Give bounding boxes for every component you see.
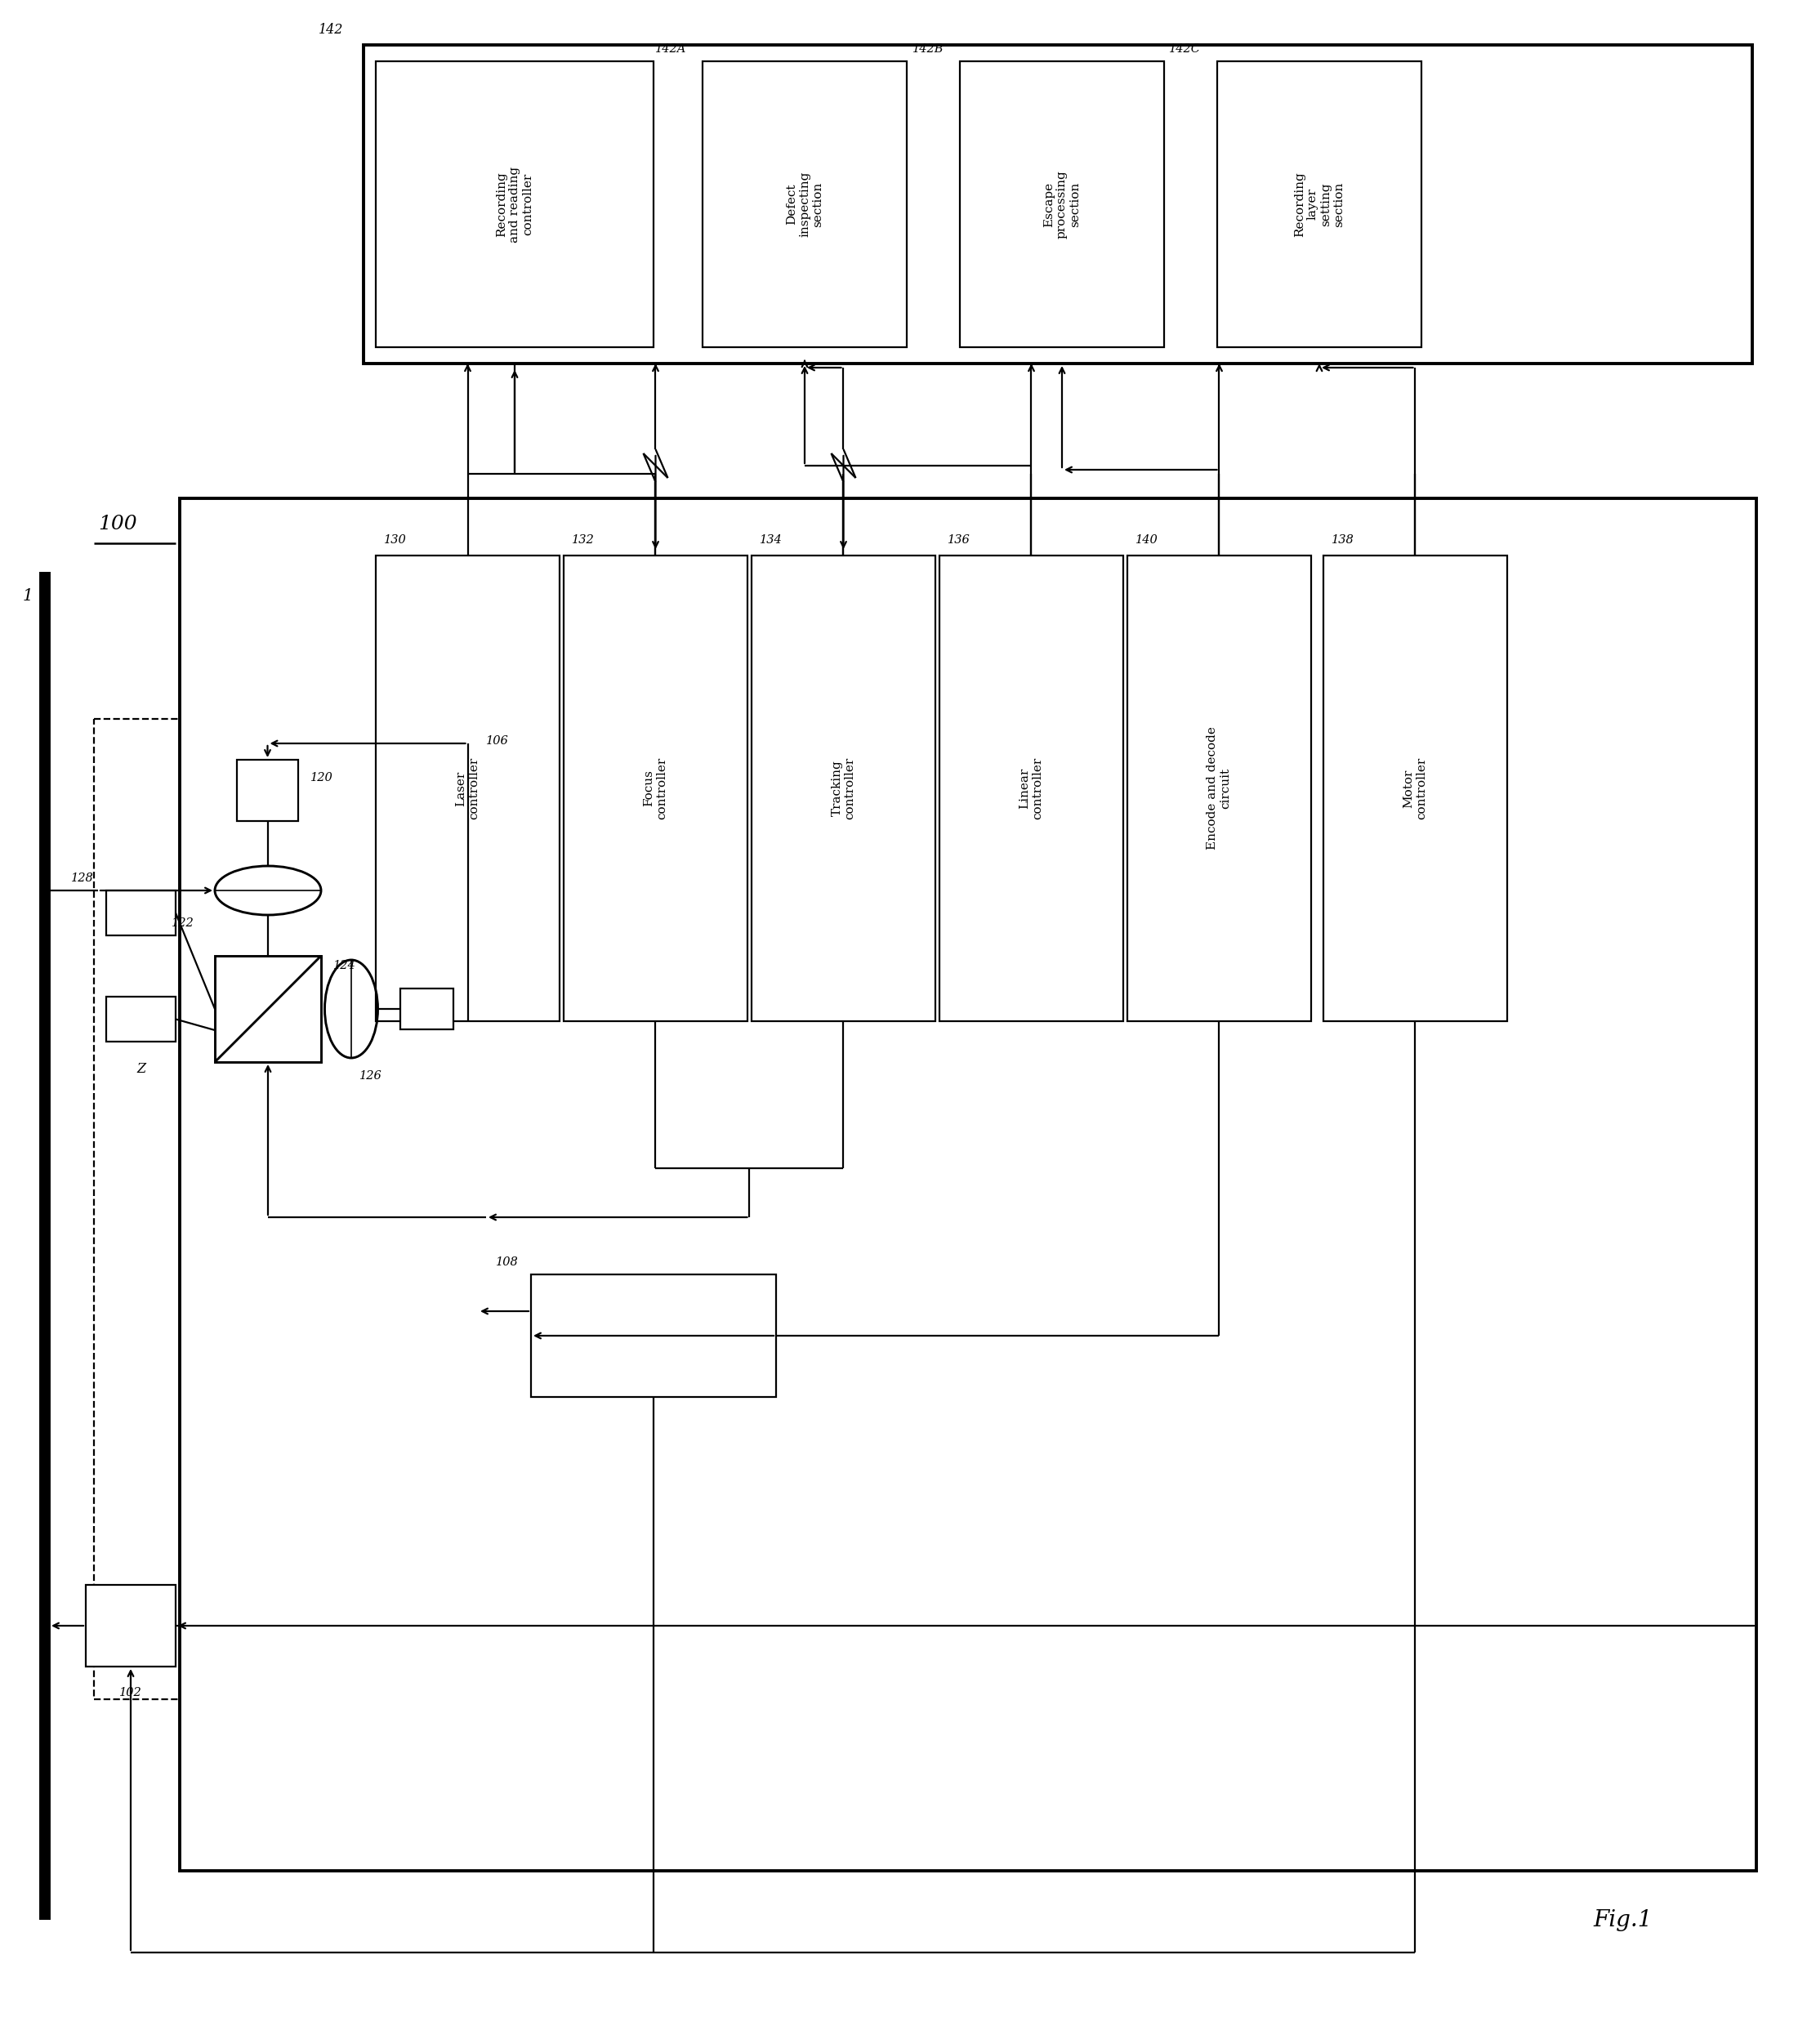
Text: 134: 134 bbox=[759, 533, 782, 546]
Text: 138: 138 bbox=[1332, 533, 1353, 546]
Text: 128: 128 bbox=[70, 873, 94, 883]
Bar bbox=[531, 1275, 775, 1396]
Text: 102: 102 bbox=[119, 1686, 143, 1699]
Bar bbox=[107, 997, 175, 1042]
Bar bbox=[1218, 61, 1422, 347]
Text: 130: 130 bbox=[383, 533, 407, 546]
Bar bbox=[215, 957, 322, 1063]
Text: 126: 126 bbox=[360, 1071, 381, 1081]
Text: Laser
controller: Laser controller bbox=[455, 756, 481, 820]
Bar bbox=[1323, 556, 1507, 1022]
Bar bbox=[107, 891, 175, 936]
Bar bbox=[564, 556, 748, 1022]
Text: 142B: 142B bbox=[913, 43, 943, 55]
Bar bbox=[376, 556, 560, 1022]
Bar bbox=[94, 719, 477, 1699]
Bar bbox=[940, 556, 1124, 1022]
Bar bbox=[363, 45, 1753, 364]
Bar bbox=[752, 556, 936, 1022]
Text: 142C: 142C bbox=[1169, 43, 1202, 55]
Text: Tracking
controller: Tracking controller bbox=[831, 756, 857, 820]
Bar bbox=[376, 61, 654, 347]
Text: 140: 140 bbox=[1135, 533, 1158, 546]
Bar bbox=[703, 61, 907, 347]
Text: Recording
layer
setting
section: Recording layer setting section bbox=[1294, 172, 1344, 237]
Text: Focus
controller: Focus controller bbox=[643, 756, 669, 820]
Text: Recording
and reading
controller: Recording and reading controller bbox=[495, 166, 533, 243]
Text: Encode and decode
circuit: Encode and decode circuit bbox=[1207, 728, 1232, 850]
Text: 142: 142 bbox=[318, 22, 343, 37]
Text: 106: 106 bbox=[486, 736, 510, 746]
Text: 1: 1 bbox=[22, 589, 33, 603]
Text: 122: 122 bbox=[172, 918, 195, 928]
Text: 136: 136 bbox=[947, 533, 970, 546]
Text: 120: 120 bbox=[311, 773, 332, 783]
Bar bbox=[960, 61, 1164, 347]
Bar bbox=[179, 499, 1756, 1870]
Text: Linear
controller: Linear controller bbox=[1019, 756, 1044, 820]
Text: 108: 108 bbox=[497, 1257, 519, 1267]
Bar bbox=[85, 1584, 175, 1666]
Bar bbox=[1128, 556, 1312, 1022]
Text: Z: Z bbox=[136, 1063, 145, 1075]
Text: Fig.1: Fig.1 bbox=[1594, 1909, 1652, 1932]
Text: Defect
inspecting
section: Defect inspecting section bbox=[786, 172, 824, 237]
Text: 100: 100 bbox=[98, 515, 137, 533]
Bar bbox=[237, 760, 298, 822]
Text: 142A: 142A bbox=[654, 43, 687, 55]
Text: 132: 132 bbox=[571, 533, 595, 546]
Text: Motor
controller: Motor controller bbox=[1402, 756, 1428, 820]
Bar bbox=[401, 989, 454, 1030]
Text: Escape
processing
section: Escape processing section bbox=[1043, 170, 1081, 239]
Text: 124: 124 bbox=[332, 961, 356, 971]
